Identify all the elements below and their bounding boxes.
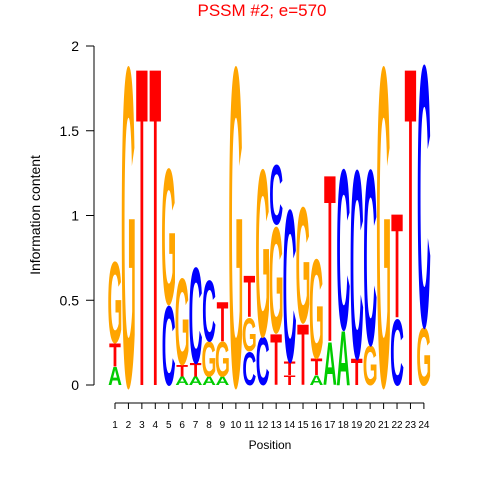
x-tick-label: 11 (244, 420, 255, 431)
logo-letter-t-pos-14: T (284, 359, 296, 380)
logo-letter-t-pos-15: T (297, 308, 309, 405)
x-tick-label: 14 (284, 420, 296, 431)
logo-letter-g-pos-10: G (228, 0, 243, 480)
y-tick-label: 0 (71, 377, 79, 393)
x-tick-label: 17 (324, 420, 336, 431)
logo-letter-t-pos-4: T (149, 0, 161, 480)
logo-letter-t-pos-13: T (270, 319, 282, 401)
y-axis-label: Information content (27, 155, 43, 275)
logo-letter-a-pos-7: A (189, 375, 203, 388)
logo-letter-g-pos-12: G (255, 119, 270, 387)
logo-letter-t-pos-9: T (217, 290, 229, 353)
logo-letter-t-pos-14: T (284, 372, 297, 388)
x-tick-label: 4 (153, 420, 159, 431)
x-tick-label: 7 (193, 420, 199, 431)
logo-letter-c-pos-5: C (162, 283, 176, 410)
logo-letter-c-pos-11: C (242, 342, 256, 396)
x-tick-label: 22 (391, 420, 403, 431)
y-tick-label: 2 (71, 38, 79, 54)
y-axis: 0 0.5 1 1.5 2 (60, 38, 95, 393)
logo-letter-g-pos-21: G (376, 0, 391, 480)
x-tick-label: 19 (351, 420, 363, 431)
logo-letter-t-pos-6: T (176, 362, 188, 380)
logo-letter-a-pos-6: A (175, 375, 189, 388)
x-tick-label: 2 (126, 420, 132, 431)
logo-letter-t-pos-7: T (190, 361, 202, 382)
logo-letter-g-pos-9: G (215, 332, 230, 387)
logo-letter-t-pos-3: T (136, 0, 148, 480)
logo-letter-c-pos-7: C (189, 238, 203, 392)
logo-letter-g-pos-1: G (108, 238, 123, 368)
x-axis: 1 2 3 4 5 6 7 8 9 10 11 12 13 14 15 16 17 18 19 20 21 22 23 24 (112, 402, 430, 431)
logo-letter-t-pos-1: T (109, 336, 121, 374)
x-axis-label: Position (249, 438, 292, 452)
logo-letter-t-pos-16: T (311, 354, 323, 380)
y-tick-label: 1 (71, 208, 79, 224)
x-tick-label: 13 (271, 420, 283, 431)
x-tick-label: 16 (311, 420, 323, 431)
y-tick-label: 0.5 (60, 292, 80, 308)
logo-letter-g-pos-6: G (175, 253, 190, 391)
logo-letter-c-pos-22: C (390, 300, 404, 405)
x-tick-label: 15 (297, 420, 309, 431)
logo-letter-c-pos-19: C (350, 114, 364, 416)
x-tick-label: 12 (257, 420, 269, 431)
logo-letter-c-pos-18: C (336, 122, 350, 378)
logo-letter-t-pos-11: T (243, 265, 255, 331)
logo-letter-g-pos-24: G (416, 311, 431, 403)
x-tick-label: 18 (338, 420, 350, 431)
x-tick-label: 21 (378, 420, 390, 431)
logo-letter-g-pos-11: G (242, 308, 257, 362)
logo-letter-t-pos-17: T (324, 124, 336, 392)
logo-letter-c-pos-12: C (256, 322, 270, 400)
x-tick-label: 5 (166, 420, 172, 431)
x-tick-label: 6 (179, 420, 185, 431)
logo-letter-g-pos-20: G (363, 334, 378, 397)
logo-letter-g-pos-16: G (309, 230, 324, 388)
x-tick-label: 9 (220, 420, 226, 431)
logo-letter-c-pos-8: C (202, 264, 216, 361)
x-tick-label: 23 (405, 420, 417, 431)
x-tick-label: 1 (112, 420, 118, 431)
y-tick-label: 1.5 (60, 123, 80, 139)
logo-letter-t-pos-19: T (351, 352, 363, 394)
logo-letter-g-pos-5: G (161, 129, 176, 346)
logo-letter-a-pos-17: A (323, 330, 337, 399)
logo-letter-a-pos-8: A (202, 375, 216, 388)
x-tick-label: 10 (230, 420, 242, 431)
logo-letter-g-pos-15: G (296, 172, 311, 357)
logo-letter-g-pos-8: G (202, 332, 217, 387)
x-tick-label: 8 (206, 420, 212, 431)
logo-letter-a-pos-1: A (108, 361, 122, 391)
logo-letter-g-pos-13: G (269, 195, 284, 365)
logo-letter-t-pos-23: T (405, 0, 417, 480)
chart-title: PSSM #2; e=570 (197, 1, 326, 20)
logo-letter-t-pos-22: T (391, 183, 403, 350)
logo-letter-c-pos-14: C (283, 164, 297, 408)
logo-letter-a-pos-18: A (336, 316, 350, 403)
x-tick-label: 24 (418, 420, 430, 431)
logo-letter-g-pos-2: G (121, 0, 136, 480)
logo-letter-c-pos-20: C (363, 117, 377, 398)
x-tick-label: 3 (139, 420, 145, 431)
logo-letter-c-pos-13: C (269, 148, 283, 243)
logo-letter-a-pos-9: A (216, 375, 230, 388)
logo-letter-a-pos-16: A (310, 372, 324, 388)
x-tick-label: 20 (365, 420, 377, 431)
logo-letter-c-pos-24: C (417, 0, 431, 406)
